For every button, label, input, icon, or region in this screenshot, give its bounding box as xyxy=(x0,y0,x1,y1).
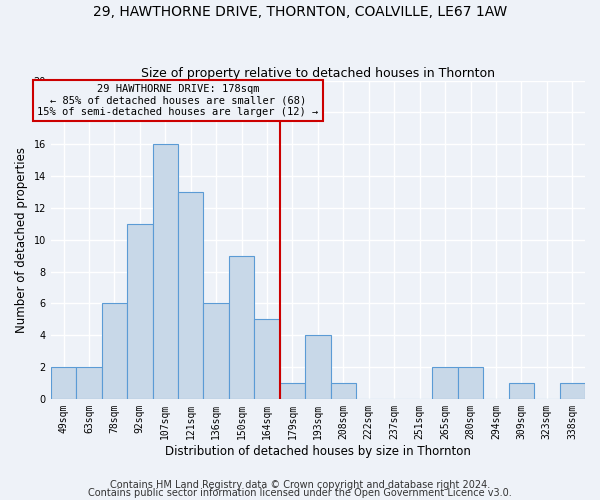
Bar xyxy=(152,144,178,399)
Bar xyxy=(509,383,534,399)
Bar xyxy=(560,383,585,399)
X-axis label: Distribution of detached houses by size in Thornton: Distribution of detached houses by size … xyxy=(165,444,471,458)
Bar xyxy=(127,224,152,399)
Y-axis label: Number of detached properties: Number of detached properties xyxy=(15,147,28,333)
Bar xyxy=(254,320,280,399)
Bar xyxy=(280,383,305,399)
Bar xyxy=(331,383,356,399)
Bar xyxy=(229,256,254,399)
Text: 29 HAWTHORNE DRIVE: 178sqm
← 85% of detached houses are smaller (68)
15% of semi: 29 HAWTHORNE DRIVE: 178sqm ← 85% of deta… xyxy=(37,84,319,117)
Bar xyxy=(76,367,101,399)
Text: 29, HAWTHORNE DRIVE, THORNTON, COALVILLE, LE67 1AW: 29, HAWTHORNE DRIVE, THORNTON, COALVILLE… xyxy=(93,5,507,19)
Text: Contains public sector information licensed under the Open Government Licence v3: Contains public sector information licen… xyxy=(88,488,512,498)
Bar xyxy=(203,304,229,399)
Bar xyxy=(305,335,331,399)
Title: Size of property relative to detached houses in Thornton: Size of property relative to detached ho… xyxy=(141,66,495,80)
Text: Contains HM Land Registry data © Crown copyright and database right 2024.: Contains HM Land Registry data © Crown c… xyxy=(110,480,490,490)
Bar xyxy=(433,367,458,399)
Bar xyxy=(51,367,76,399)
Bar xyxy=(458,367,483,399)
Bar xyxy=(101,304,127,399)
Bar xyxy=(178,192,203,399)
